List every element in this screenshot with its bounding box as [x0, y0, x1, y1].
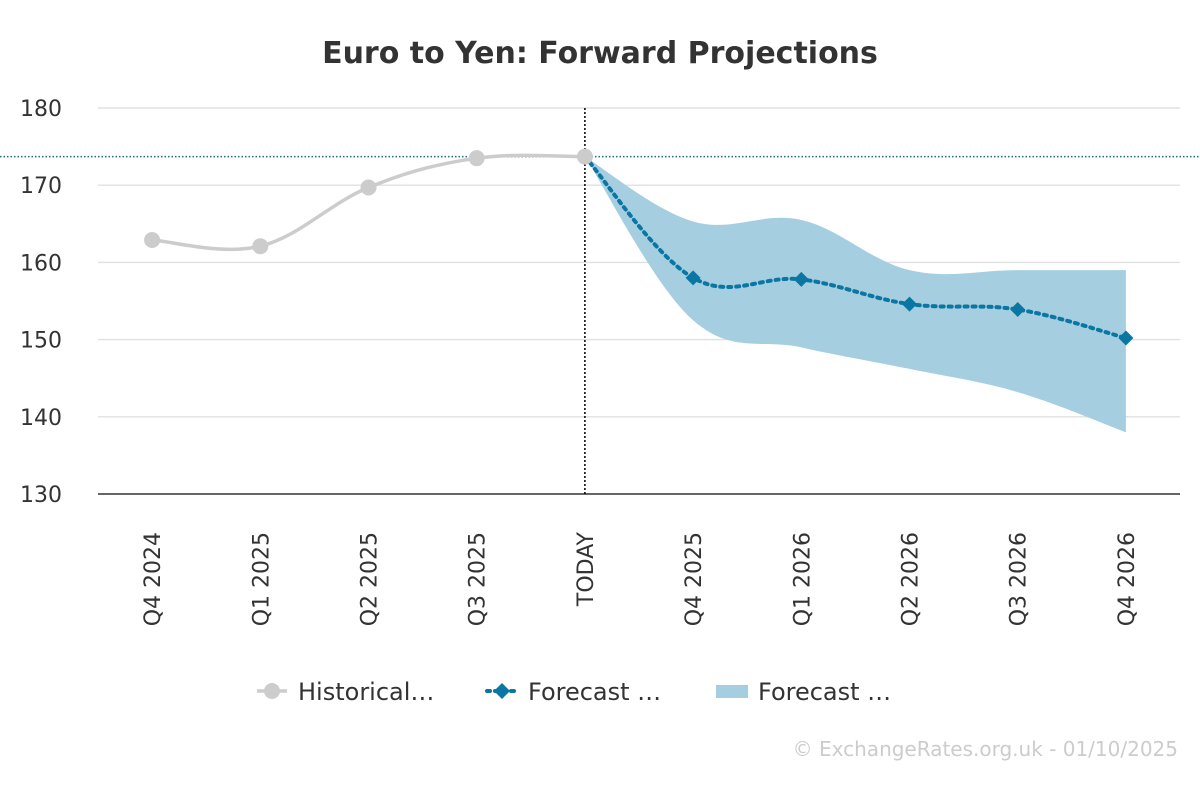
historical-point: [144, 232, 161, 249]
y-tick-label: 170: [20, 174, 62, 199]
forecast-point: [1010, 301, 1026, 317]
forecast-point: [793, 271, 809, 287]
forecast-point: [902, 296, 917, 312]
forecast-line: [582, 154, 1128, 341]
legend: Historical… Forecast … Forecast …: [257, 678, 891, 706]
legend-historical-marker: [264, 683, 280, 699]
y-tick-label: 150: [20, 329, 62, 354]
historical-line: [151, 153, 585, 252]
forecast-point: [685, 270, 701, 286]
x-axis-ticks: Q4 2024 Q1 2025 Q2 2025 Q3 2025 TODAY Q4 2025…: [141, 531, 1140, 626]
x-tick-label: Q1 2025: [249, 532, 274, 626]
x-tick-label: Q2 2026: [899, 532, 924, 626]
forecast-range-area: [584, 156, 1126, 433]
x-tick-label: TODAY: [574, 531, 599, 607]
chart-title: Euro to Yen: Forward Projections: [322, 36, 878, 71]
y-axis-ticks: 130 140 150 160 170 180: [20, 97, 62, 508]
forecast-point: [1118, 330, 1134, 346]
x-tick-label: Q1 2026: [790, 532, 815, 626]
legend-historical-label[interactable]: Historical…: [298, 678, 434, 706]
legend-forecast-marker: [494, 683, 510, 699]
y-tick-label: 180: [20, 97, 62, 122]
today-reference: [0, 108, 1200, 494]
historical-point: [576, 148, 593, 165]
credit-text: © ExchangeRates.org.uk - 01/10/2025: [793, 737, 1178, 761]
legend-forecast-label[interactable]: Forecast …: [528, 678, 661, 706]
forecast-range-band: [584, 156, 1126, 433]
y-tick-label: 140: [20, 406, 62, 431]
x-tick-label: Q4 2026: [1115, 532, 1140, 626]
x-tick-label: Q3 2026: [1007, 532, 1032, 626]
x-tick-label: Q4 2024: [141, 532, 166, 626]
y-tick-label: 130: [20, 483, 62, 508]
grid-lines: [98, 107, 1180, 495]
x-tick-label: Q3 2025: [466, 532, 491, 626]
historical-point: [360, 179, 377, 196]
legend-range-symbol: [716, 685, 748, 698]
x-tick-label: Q2 2025: [358, 532, 383, 626]
historical-point: [468, 150, 485, 167]
legend-range-label[interactable]: Forecast …: [758, 678, 891, 706]
x-tick-label: Q4 2025: [682, 532, 707, 626]
series-points: [144, 148, 1134, 346]
y-tick-label: 160: [20, 251, 62, 276]
historical-point: [252, 238, 269, 255]
